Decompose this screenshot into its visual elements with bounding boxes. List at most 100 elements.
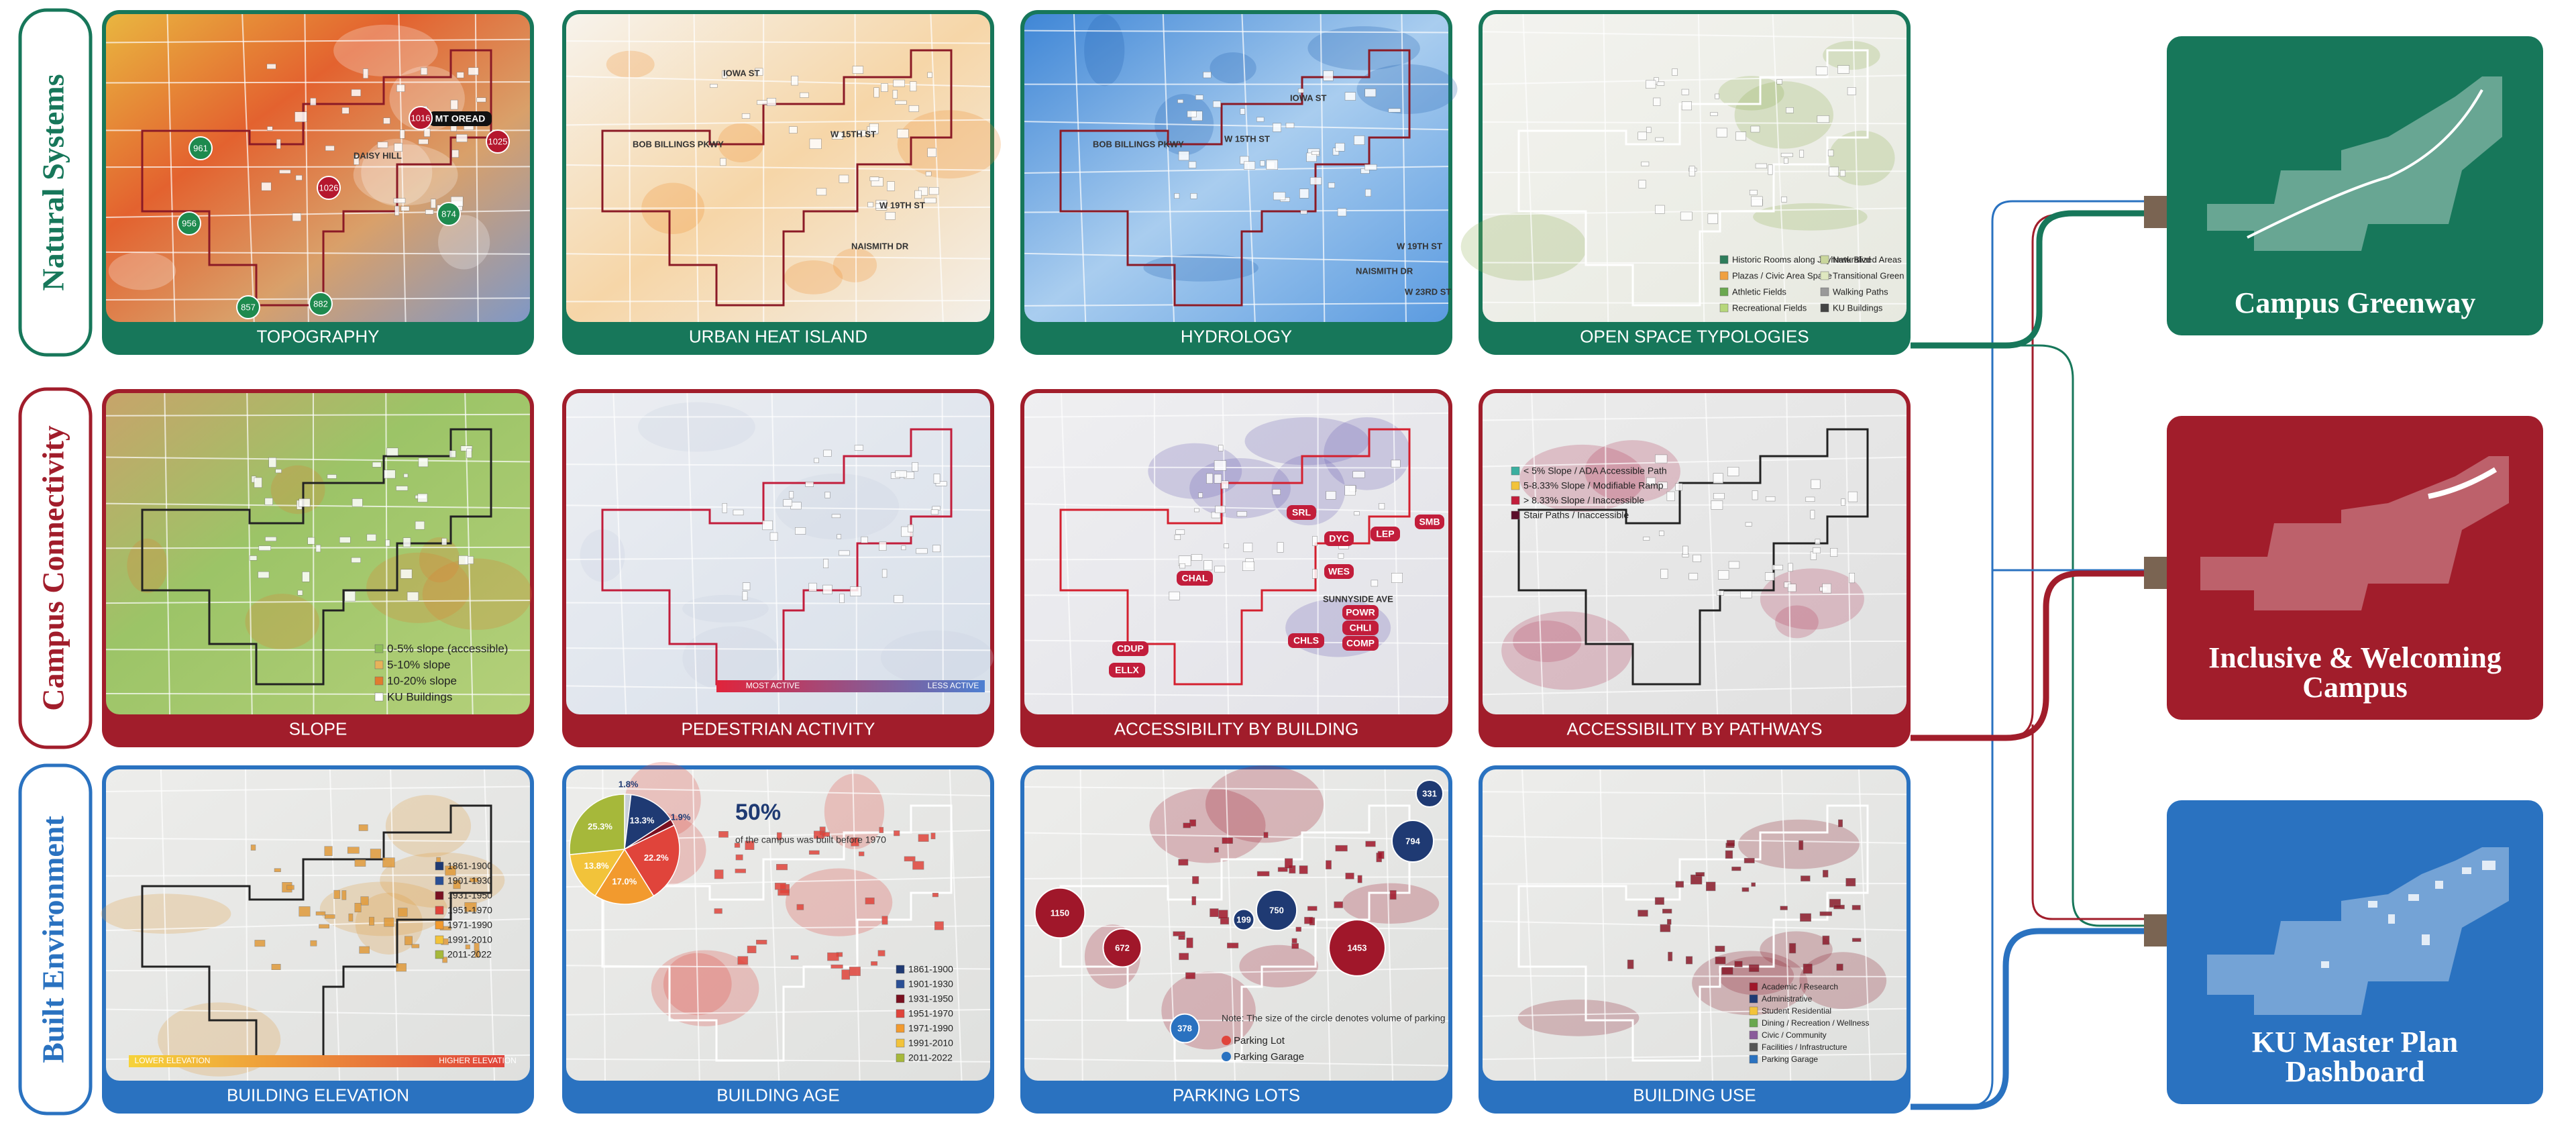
building [1273, 192, 1286, 201]
map-road [105, 599, 531, 604]
map-road [1482, 1052, 1907, 1061]
legend-label: 1951-1970 [908, 1008, 953, 1019]
map-tag-box [1109, 663, 1145, 678]
building [816, 188, 827, 196]
elevation-badge [177, 211, 201, 235]
legend-swatch [896, 979, 905, 989]
map-road [105, 969, 531, 972]
legend-swatch [1749, 1030, 1758, 1040]
card-title: PARKING LOTS [1173, 1085, 1300, 1105]
legend-label: 1991-2010 [447, 934, 492, 945]
map-road [105, 502, 531, 509]
map-blob [353, 144, 458, 206]
map-blob [682, 594, 769, 623]
building [1713, 493, 1725, 500]
parking-circle [1102, 928, 1142, 968]
building [1277, 542, 1284, 553]
elevation-label: 1025 [488, 136, 508, 146]
building [1175, 529, 1185, 535]
building [918, 834, 929, 842]
building [1185, 972, 1195, 979]
map-tag-box [1112, 641, 1148, 656]
building [777, 889, 790, 896]
building [852, 66, 864, 74]
map-road [1482, 1008, 1907, 1017]
building [1666, 491, 1675, 501]
building [892, 90, 898, 99]
building [927, 148, 937, 158]
building [1815, 66, 1828, 76]
building [895, 100, 907, 105]
building [327, 474, 337, 479]
building [879, 541, 887, 551]
elevation-bar [129, 1055, 504, 1067]
map-road [1392, 392, 1400, 715]
building [1721, 967, 1733, 975]
legend-swatch [1719, 303, 1729, 313]
map-tag: CHLI [1350, 623, 1372, 633]
map-blob [1148, 443, 1242, 499]
parking-circle [1328, 919, 1386, 977]
building [1206, 473, 1214, 484]
pie-label: 1.9% [671, 812, 691, 822]
building [468, 67, 479, 76]
building [1750, 125, 1760, 133]
building [722, 503, 727, 513]
building [1829, 166, 1839, 176]
map-blob [1342, 883, 1440, 924]
building [1224, 543, 1229, 549]
legend-label: 10-20% slope [387, 674, 457, 687]
map-road [1482, 262, 1907, 264]
map-road [854, 13, 857, 323]
building [914, 190, 922, 199]
row-label: Campus Connectivity [36, 425, 70, 711]
building [796, 904, 804, 910]
map-tag-box [1324, 531, 1354, 546]
map-blob [1501, 611, 1632, 690]
building [1654, 205, 1665, 214]
legend-swatch [1222, 1036, 1231, 1045]
building [1755, 163, 1768, 169]
map-road [766, 769, 780, 1081]
building [1731, 866, 1741, 871]
map-blob [1460, 212, 1587, 281]
building [795, 527, 806, 535]
map-blob [1823, 40, 1880, 70]
map-tag-box [1342, 605, 1379, 620]
building [808, 850, 820, 855]
building [881, 916, 888, 925]
map-blob [1519, 444, 1645, 512]
building [757, 100, 768, 105]
map-road [566, 925, 991, 931]
building [1685, 956, 1693, 965]
building [274, 868, 281, 872]
building [1338, 545, 1349, 549]
building [315, 544, 321, 553]
building [400, 129, 405, 139]
building [351, 557, 361, 563]
building [857, 129, 866, 137]
building [1263, 832, 1269, 839]
map-road [483, 769, 496, 1081]
building [1174, 534, 1181, 540]
building [1213, 101, 1221, 108]
map-road [105, 1008, 531, 1016]
building [1847, 491, 1858, 502]
pie-label: 1.8% [619, 779, 639, 790]
building [425, 209, 434, 215]
building [403, 473, 409, 478]
card-title: PEDESTRIAN ACTIVITY [682, 718, 875, 739]
building [1823, 869, 1829, 877]
building [341, 107, 350, 114]
building [755, 68, 763, 76]
building [1190, 193, 1197, 199]
building [453, 879, 461, 889]
building [1299, 188, 1309, 199]
map-blob [638, 402, 755, 452]
map-road [1844, 392, 1853, 715]
card-title: BUILDING ELEVATION [227, 1085, 409, 1105]
building [854, 445, 864, 451]
building [747, 945, 757, 953]
card-title: ACCESSIBILITY BY PATHWAYS [1567, 718, 1823, 739]
map-road [566, 253, 991, 260]
